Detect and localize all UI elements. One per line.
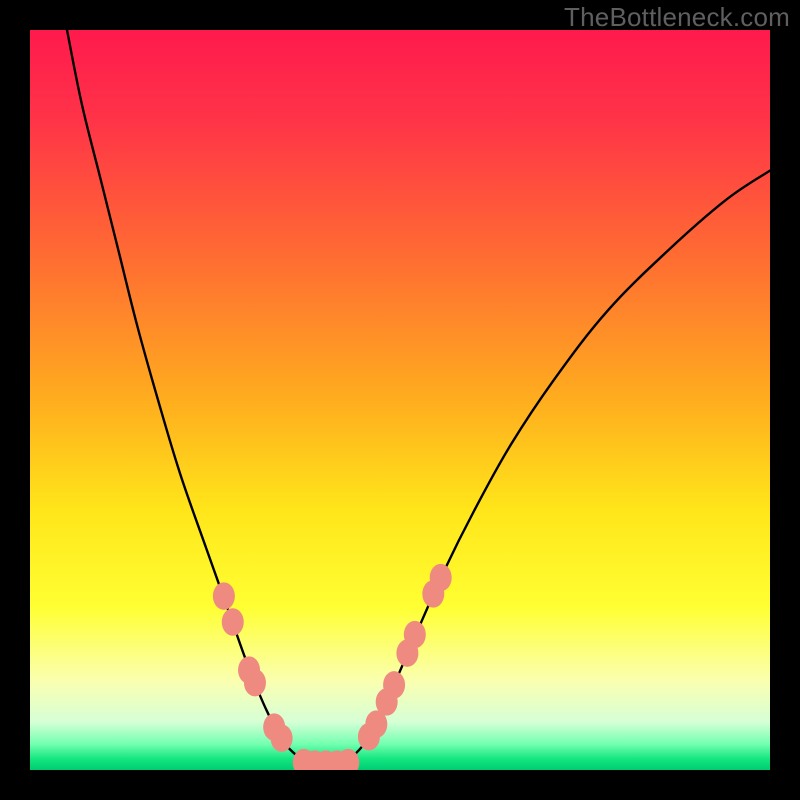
chart-stage: TheBottleneck.com [0,0,800,800]
marker-point [383,671,405,699]
marker-point [213,582,235,610]
marker-point [222,608,244,636]
data-markers [30,30,770,770]
marker-point [430,564,452,592]
plot-area [30,30,770,770]
marker-point [271,724,293,752]
marker-point [244,669,266,697]
watermark-text: TheBottleneck.com [564,2,790,33]
marker-point [404,621,426,649]
